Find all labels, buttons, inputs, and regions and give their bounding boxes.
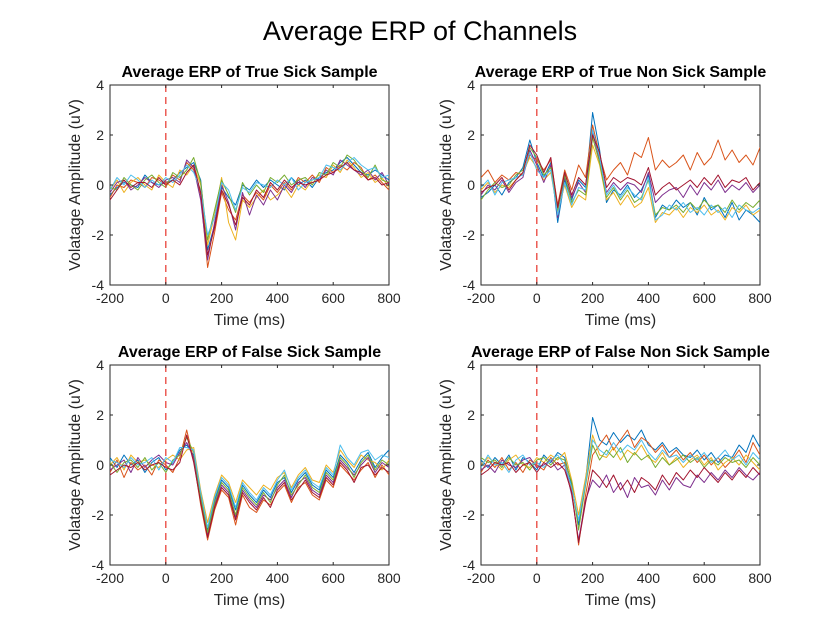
channel-trace-4 bbox=[110, 159, 389, 261]
y-tick-label: 2 bbox=[96, 127, 104, 143]
channel-trace-6 bbox=[110, 157, 389, 236]
y-tick-label: 4 bbox=[467, 357, 475, 373]
channel-trace-7 bbox=[110, 434, 389, 538]
y-tick-label: -4 bbox=[463, 557, 476, 573]
channel-trace-4 bbox=[481, 457, 760, 541]
channel-trace-5 bbox=[481, 444, 760, 531]
channel-trace-1 bbox=[110, 444, 389, 531]
y-tick-label: 2 bbox=[467, 127, 475, 143]
subplot-title: Average ERP of False Non Sick Sample bbox=[471, 344, 770, 361]
subplot-1: -200 0 200 400 600 800 -4 -2 0 2 4 Average ERP of T… bbox=[67, 64, 401, 329]
y-tick-label: -2 bbox=[92, 507, 105, 523]
series-group bbox=[110, 154, 389, 268]
x-tick-label: 600 bbox=[693, 570, 717, 586]
y-tick-label: 0 bbox=[467, 177, 475, 193]
x-tick-label: 400 bbox=[637, 570, 661, 586]
channel-trace-7 bbox=[110, 162, 389, 256]
x-tick-label: 800 bbox=[748, 290, 772, 306]
x-tick-label: 0 bbox=[533, 570, 541, 586]
x-tick-label: -200 bbox=[467, 570, 495, 586]
x-tick-label: -200 bbox=[467, 290, 495, 306]
channel-trace-3 bbox=[481, 144, 760, 223]
x-tick-label: 0 bbox=[162, 290, 170, 306]
plot-area bbox=[480, 84, 761, 286]
subplot-title: Average ERP of False Sick Sample bbox=[118, 344, 381, 361]
x-tick-label: 200 bbox=[210, 570, 234, 586]
y-tick-label: -2 bbox=[463, 227, 476, 243]
series-group bbox=[110, 429, 389, 541]
x-axis-label: Time (ms) bbox=[585, 312, 656, 329]
channel-trace-6 bbox=[110, 444, 389, 528]
channel-trace-1 bbox=[481, 112, 760, 223]
channel-trace-7 bbox=[481, 134, 760, 208]
subplot-title: Average ERP of True Non Sick Sample bbox=[475, 64, 767, 81]
y-tick-label: 0 bbox=[467, 457, 475, 473]
x-tick-label: 0 bbox=[533, 290, 541, 306]
channel-trace-6 bbox=[481, 439, 760, 521]
x-tick-label: 800 bbox=[748, 570, 772, 586]
x-tick-label: 600 bbox=[322, 570, 346, 586]
y-tick-label: -4 bbox=[92, 557, 105, 573]
y-tick-label: -2 bbox=[463, 507, 476, 523]
x-axis-label: Time (ms) bbox=[214, 592, 285, 609]
series-group bbox=[481, 112, 760, 223]
x-tick-label: 600 bbox=[322, 290, 346, 306]
x-tick-label: 0 bbox=[162, 570, 170, 586]
y-axis-label: Volatage Amplitude (uV) bbox=[67, 99, 84, 271]
y-tick-label: 4 bbox=[96, 77, 104, 93]
x-axis-label: Time (ms) bbox=[585, 592, 656, 609]
subplot-title: Average ERP of True Sick Sample bbox=[121, 64, 377, 81]
x-tick-label: 800 bbox=[377, 290, 401, 306]
subplot-3: -200 0 200 400 600 800 -4 -2 0 2 4 Average ERP of F… bbox=[67, 344, 401, 609]
x-tick-label: -200 bbox=[96, 570, 124, 586]
y-tick-label: 0 bbox=[96, 177, 104, 193]
x-tick-label: 400 bbox=[266, 570, 290, 586]
x-tick-label: -200 bbox=[96, 290, 124, 306]
x-axis-label: Time (ms) bbox=[214, 312, 285, 329]
x-tick-label: 400 bbox=[266, 290, 290, 306]
x-tick-label: 200 bbox=[581, 290, 605, 306]
y-tick-label: 0 bbox=[96, 457, 104, 473]
y-tick-label: 2 bbox=[96, 407, 104, 423]
y-tick-label: 2 bbox=[467, 407, 475, 423]
channel-trace-7 bbox=[481, 462, 760, 543]
series-group bbox=[481, 417, 760, 546]
y-tick-label: -4 bbox=[463, 277, 476, 293]
y-tick-label: -2 bbox=[92, 227, 105, 243]
x-tick-label: 600 bbox=[693, 290, 717, 306]
y-tick-label: 4 bbox=[96, 357, 104, 373]
y-axis-label: Volatage Amplitude (uV) bbox=[438, 99, 455, 271]
channel-trace-1 bbox=[110, 157, 389, 251]
channel-trace-6 bbox=[481, 129, 760, 221]
y-tick-label: -4 bbox=[92, 277, 105, 293]
y-axis-label: Volatage Amplitude (uV) bbox=[438, 379, 455, 551]
figure-title: Average ERP of Channels bbox=[263, 16, 577, 46]
x-tick-label: 200 bbox=[581, 570, 605, 586]
x-tick-label: 800 bbox=[377, 570, 401, 586]
x-tick-label: 200 bbox=[210, 290, 234, 306]
channel-trace-4 bbox=[110, 442, 389, 536]
y-tick-label: 4 bbox=[467, 77, 475, 93]
x-tick-label: 400 bbox=[637, 290, 661, 306]
plot-area bbox=[109, 84, 390, 286]
y-axis-label: Volatage Amplitude (uV) bbox=[67, 379, 84, 551]
